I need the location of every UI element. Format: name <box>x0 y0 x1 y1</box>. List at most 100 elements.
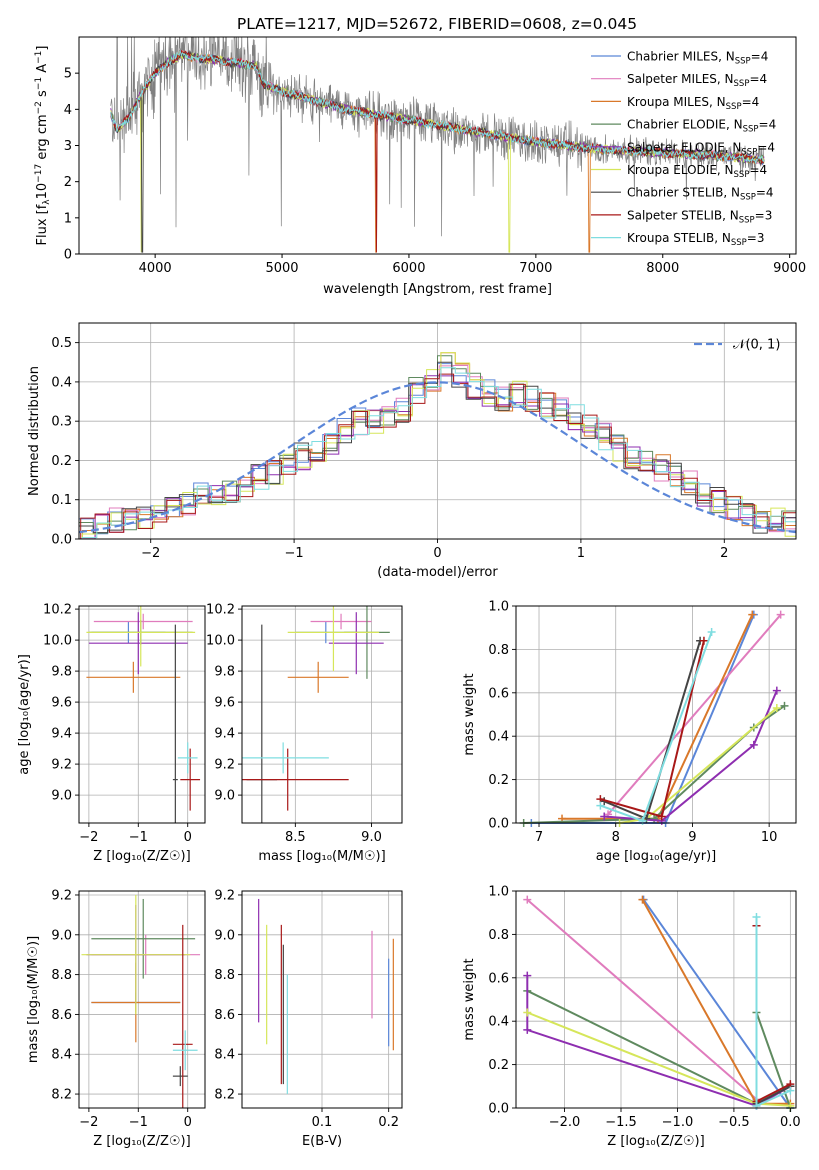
y-tick-label: 3 <box>64 139 72 154</box>
x-tick-label: 8000 <box>646 261 679 276</box>
y-tick-label: 9.8 <box>214 665 235 680</box>
y-tick-label: 0.3 <box>51 415 72 430</box>
y-tick-label: 1.0 <box>488 885 509 900</box>
legend-text: Kroupa ELODIE, N <box>627 163 734 177</box>
x-tick-label: −2 <box>141 546 160 561</box>
y-tick-label: 0.4 <box>488 730 509 745</box>
y-tick-label: 10.0 <box>206 634 235 649</box>
y-tick-label: 9.8 <box>51 665 72 680</box>
legend-label-chabrier-elodie: Chabrier ELODIE, NSSP=4 <box>627 118 776 135</box>
legend: Chabrier MILES, NSSP=4 Salpeter MILES, N S… <box>591 50 776 248</box>
x-tick-label: 6000 <box>392 261 425 276</box>
x-tick-label: 0 <box>184 830 192 845</box>
chart-3: −2 −1 0 9.0 9.2 9.4 9.6 9.8 10.0 10.2 Z [log₁₀(Z/Z… <box>17 603 206 864</box>
y-tick-label: 9.4 <box>214 727 235 742</box>
legend-value: =4 <box>757 140 775 154</box>
y-axis-label: mass [log₁₀(M/M☉)] <box>26 936 41 1063</box>
legend-value: =4 <box>749 163 767 177</box>
y-tick-label: 9.2 <box>214 888 235 903</box>
series-line-salpeter-miles <box>607 614 782 815</box>
y-axis-label-part: Flux [f <box>35 204 50 245</box>
x-tick-label: −0.5 <box>718 1115 750 1130</box>
y-tick-label: 1 <box>64 211 72 226</box>
plot-area <box>79 352 796 539</box>
axes-frame <box>241 605 403 824</box>
y-tick-label: 2 <box>64 175 72 190</box>
y-tick-label: 8.4 <box>214 1048 235 1063</box>
x-tick-label: 10 <box>761 830 778 845</box>
x-tick-label: −1 <box>129 1115 148 1130</box>
y-tick-label: 9.4 <box>51 727 72 742</box>
legend-text: Chabrier ELODIE, N <box>627 118 743 132</box>
point-marker-salpeter-elodie <box>600 812 609 821</box>
legend-text: Salpeter MILES, N <box>627 72 734 86</box>
y-tick-label: 8.8 <box>51 968 72 983</box>
legend-text: Kroupa STELIB, N <box>627 231 731 245</box>
y-tick-label: 0 <box>64 248 72 263</box>
y-tick-label: 10.2 <box>43 603 72 618</box>
normal-curve <box>79 381 796 534</box>
x-tick-label: −1 <box>129 830 148 845</box>
y-tick-label: 0.2 <box>488 1058 509 1073</box>
legend-subscript: SSP <box>726 102 742 112</box>
x-axis-label: Z [log₁₀(Z/Z☉)] <box>93 849 190 864</box>
axes-frame <box>78 890 206 1109</box>
y-tick-label: 5 <box>64 67 72 82</box>
x-tick-label: 8 <box>612 830 620 845</box>
legend-value: =3 <box>755 208 773 222</box>
x-tick-label: 9 <box>688 830 696 845</box>
y-tick-label: 8.2 <box>214 1088 235 1103</box>
point-marker-chabrier-elodie <box>650 814 659 823</box>
point-marker-salpeter-elodie <box>523 971 532 980</box>
legend-label-chabrier-miles: Chabrier MILES, NSSP=4 <box>627 50 768 67</box>
plot-area <box>258 898 394 1095</box>
legend-subscript: SSP <box>743 125 759 135</box>
x-tick-label: 0.1 <box>312 1115 333 1130</box>
series-line-chabrier-miles <box>642 899 792 1109</box>
x-axis-label: Z [log₁₀(Z/Z☉)] <box>93 1134 190 1149</box>
y-tick-label: 0.5 <box>51 336 72 351</box>
point-marker-kroupa-elodie <box>523 1008 532 1017</box>
y-tick-label: 10.0 <box>43 634 72 649</box>
chart-5: 7 8 9 10 0.0 0.2 0.4 0.6 0.8 1.0 age [log₁₀(age/yr… <box>462 600 797 864</box>
plot-area <box>110 37 765 253</box>
legend-label-salpeter-stelib: Salpeter STELIB, NSSP=3 <box>627 208 772 225</box>
y-tick-label: 8.6 <box>51 1008 72 1023</box>
legend-value: =4 <box>742 95 760 109</box>
x-tick-label: 9.0 <box>361 830 382 845</box>
plot-area <box>242 606 390 823</box>
x-tick-label: 7000 <box>519 261 552 276</box>
y-axis-label-part: −2 <box>34 101 44 114</box>
y-tick-label: 0.8 <box>488 643 509 658</box>
y-tick-label: 1.0 <box>488 600 509 615</box>
x-axis-label: (data-model)/error <box>377 565 498 580</box>
x-tick-label: 8.5 <box>285 830 306 845</box>
y-tick-label: 0.2 <box>51 454 72 469</box>
point-marker-salpeter-miles <box>776 610 785 619</box>
series-line-chabrier-elodie <box>523 704 786 824</box>
x-tick-label: −2 <box>79 1115 98 1130</box>
x-tick-label: 0 <box>433 546 441 561</box>
y-tick-label: 0.4 <box>488 1015 509 1030</box>
point-marker-kroupa-miles <box>748 610 757 619</box>
y-axis-label-part: 10 <box>35 183 50 200</box>
x-tick-label: −1 <box>285 546 304 561</box>
y-tick-label: 0.1 <box>51 493 72 508</box>
legend-label-normal: 𝒩(0, 1) <box>733 338 780 353</box>
legend-value: =4 <box>751 50 769 64</box>
y-tick-label: 10.2 <box>206 603 235 618</box>
plot-area <box>86 606 201 823</box>
chart-1: 4000 5000 6000 7000 8000 9000 0 1 2 3 4 5 wavelength… <box>34 36 806 297</box>
y-axis-label-part: erg cm <box>35 114 50 163</box>
y-tick-label: 9.0 <box>51 928 72 943</box>
legend-label-kroupa-miles: Kroupa MILES, NSSP=4 <box>627 95 759 112</box>
y-tick-label: 9.0 <box>214 928 235 943</box>
x-axis-label: E(B-V) <box>302 1134 342 1149</box>
x-tick-label: −1.5 <box>605 1115 637 1130</box>
y-axis-label: mass weight <box>462 958 477 1040</box>
y-tick-label: 9.6 <box>214 696 235 711</box>
y-tick-label: 8.2 <box>51 1088 72 1103</box>
point-marker-kroupa-stelib <box>752 913 761 922</box>
y-axis-label-part: ] <box>35 46 50 51</box>
